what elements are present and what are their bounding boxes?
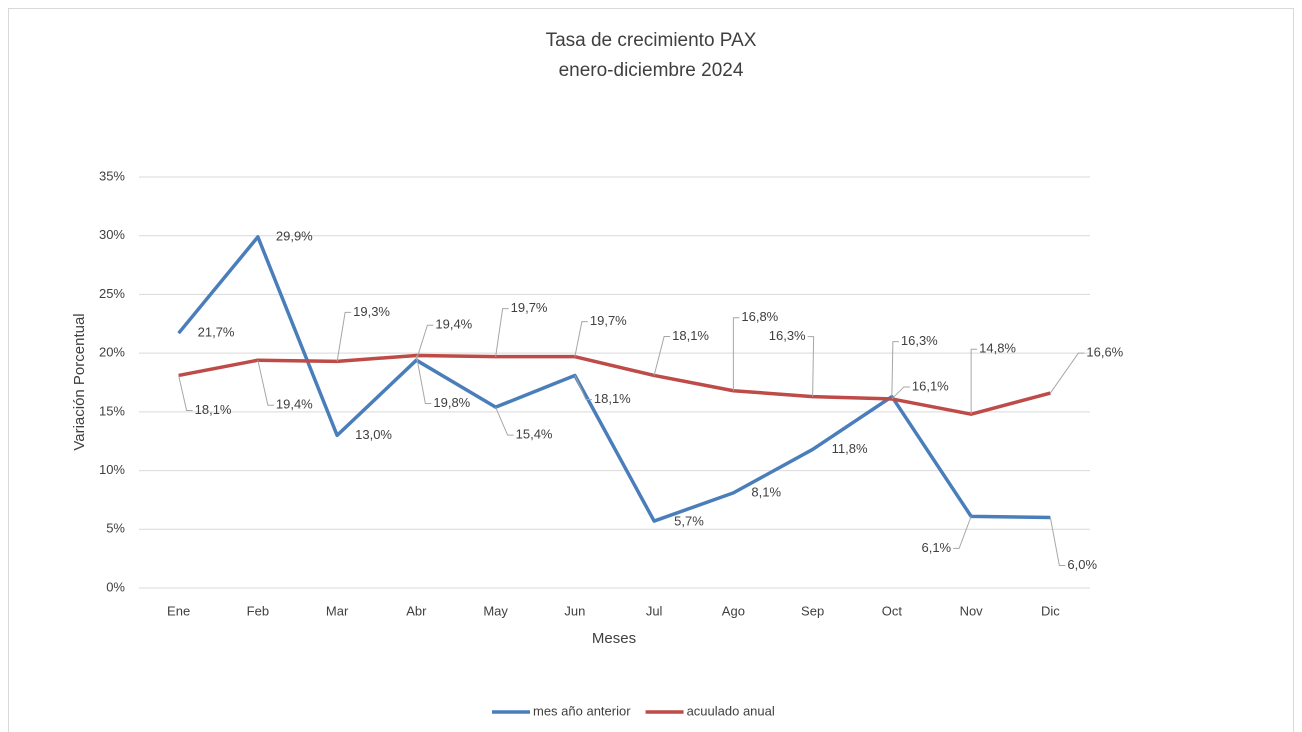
data-label: 11,8% bbox=[832, 441, 868, 456]
leader-line bbox=[1049, 517, 1066, 567]
x-tick-label: Abr bbox=[406, 603, 427, 618]
y-tick-label: 10% bbox=[99, 462, 125, 477]
data-label: 18,1% bbox=[195, 402, 232, 417]
data-label: 6,1% bbox=[921, 540, 951, 555]
data-label: 5,7% bbox=[674, 514, 704, 529]
chart-subtitle: enero-diciembre 2024 bbox=[559, 60, 744, 81]
leader-line bbox=[953, 516, 972, 549]
data-label: 21,7% bbox=[198, 325, 235, 340]
y-tick-label: 0% bbox=[106, 579, 125, 594]
leader-line bbox=[807, 336, 815, 397]
leader-line bbox=[415, 324, 434, 361]
data-label: 16,3% bbox=[901, 333, 938, 348]
y-tick-label: 15% bbox=[99, 403, 125, 418]
data-label: 19,7% bbox=[590, 313, 627, 328]
data-label: 8,1% bbox=[751, 484, 781, 499]
data-label: 19,3% bbox=[353, 304, 390, 319]
leader-line bbox=[891, 341, 899, 397]
leader-line bbox=[415, 355, 432, 404]
data-label: 18,1% bbox=[672, 328, 709, 343]
data-label: 16,8% bbox=[741, 309, 778, 324]
data-label: 16,1% bbox=[912, 378, 949, 393]
data-label: 15,4% bbox=[516, 427, 553, 442]
leader-line bbox=[891, 386, 910, 400]
x-tick-label: May bbox=[483, 603, 508, 618]
leader-line bbox=[574, 375, 592, 400]
chart-frame bbox=[8, 8, 1294, 732]
x-tick-label: Jun bbox=[564, 603, 585, 618]
leader-line bbox=[257, 360, 274, 406]
data-label: 19,8% bbox=[433, 395, 470, 410]
leader-line bbox=[336, 311, 352, 362]
x-tick-label: Nov bbox=[960, 603, 984, 618]
data-label: 16,6% bbox=[1086, 345, 1123, 360]
data-label: 6,0% bbox=[1067, 557, 1097, 572]
y-tick-label: 20% bbox=[99, 345, 125, 360]
leader-line bbox=[495, 308, 509, 357]
x-tick-label: Jul bbox=[646, 603, 663, 618]
data-label: 19,7% bbox=[511, 300, 548, 315]
x-tick-label: Sep bbox=[801, 603, 824, 618]
x-axis-title: Meses bbox=[592, 630, 636, 647]
x-tick-label: Mar bbox=[326, 603, 349, 618]
data-label: 16,3% bbox=[769, 328, 806, 343]
x-tick-label: Oct bbox=[882, 603, 903, 618]
data-label: 29,9% bbox=[276, 228, 313, 243]
data-label: 14,8% bbox=[979, 341, 1016, 356]
x-tick-label: Ago bbox=[722, 603, 745, 618]
x-tick-label: Dic bbox=[1041, 603, 1060, 618]
chart-title: Tasa de crecimiento PAX bbox=[546, 30, 757, 51]
y-tick-label: 30% bbox=[99, 227, 125, 242]
line-series bbox=[177, 235, 1051, 523]
leader-line bbox=[495, 406, 514, 436]
x-tick-label: Ene bbox=[167, 603, 190, 618]
leader-line bbox=[1049, 352, 1085, 394]
leader-line bbox=[653, 335, 671, 376]
data-label: 18,1% bbox=[594, 391, 631, 406]
data-label: 19,4% bbox=[435, 317, 472, 332]
leader-line bbox=[178, 375, 193, 411]
x-tick-label: Feb bbox=[247, 603, 269, 618]
legend-label: mes año anterior bbox=[533, 703, 631, 718]
legend-label: acuulado anual bbox=[687, 703, 775, 718]
data-label: 13,0% bbox=[355, 427, 392, 442]
leader-line bbox=[970, 348, 978, 415]
line-series bbox=[178, 353, 1051, 416]
y-tick-label: 5% bbox=[106, 521, 125, 536]
leader-line bbox=[732, 317, 740, 391]
y-axis-title: Variación Porcentual bbox=[71, 313, 88, 450]
y-tick-label: 35% bbox=[99, 168, 125, 183]
y-tick-label: 25% bbox=[99, 286, 125, 301]
data-label: 19,4% bbox=[276, 397, 313, 412]
leader-line bbox=[574, 321, 588, 357]
